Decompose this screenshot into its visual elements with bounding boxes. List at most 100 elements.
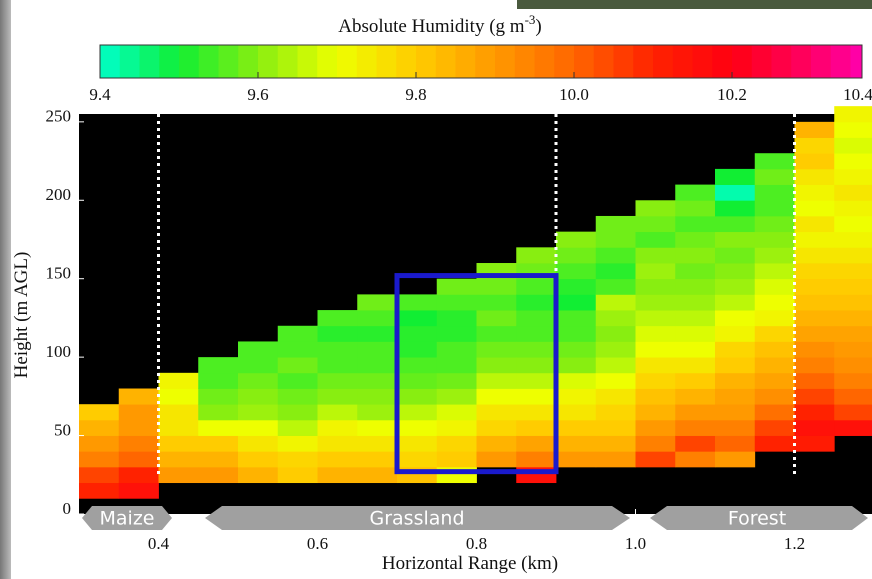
colorbar-step [179,45,200,78]
heatmap-cell [794,419,835,436]
heatmap-cell [595,215,636,233]
colorbar-step [475,45,496,78]
heatmap-cell [754,263,795,280]
heatmap-cell [198,466,239,484]
colorbar-step [356,45,377,78]
heatmap-cell [357,419,398,436]
heatmap-cell [635,357,676,374]
heatmap-cell [436,372,477,389]
heatmap-cell [397,357,438,374]
colorbar-step [791,45,812,78]
heatmap-cell [357,294,398,311]
heatmap-cell [357,451,398,468]
heatmap-cell [357,357,398,374]
heatmap-cell [436,341,477,358]
colorbar-tick-label: 10.0 [559,85,589,104]
photo-edge [517,0,872,9]
heatmap-cell [834,168,872,185]
heatmap-cell [277,451,318,468]
heatmap-cell [317,435,358,452]
heatmap-cell [794,263,835,280]
heatmap-cell [158,435,199,452]
heatmap-cell [476,357,517,374]
heatmap-cell [79,451,120,468]
heatmap-cell [476,435,517,452]
x-tick-label: 0.8 [466,534,487,553]
heatmap-cell [675,278,716,295]
heatmap-cell [635,388,676,405]
heatmap-cell [715,341,756,358]
heatmap-cell [397,310,438,327]
heatmap-cell [238,341,279,358]
colorbar-step [159,45,180,78]
heatmap-cell [198,451,239,468]
heatmap-cell [595,247,636,264]
heatmap-cell [635,215,676,233]
heatmap-cell [317,404,358,421]
heatmap-cell [754,231,795,248]
heatmap-cell [754,341,795,358]
colorbar-step [811,45,832,78]
heatmap-cell [635,231,676,248]
colorbar-step [376,45,397,78]
heatmap-cell [198,372,239,389]
heatmap-cell [516,357,557,374]
region-arrows: Maize Grassland Forest [82,506,868,530]
heatmap-cell [556,357,597,374]
colorbar-step [258,45,279,78]
heatmap-cell [834,278,872,295]
heatmap-cell [635,200,676,217]
heatmap-cell [715,200,756,217]
heatmap-cell [834,215,872,233]
heatmap-cell [794,341,835,358]
heatmap-cell [556,231,597,248]
heatmap-cell [238,357,279,374]
heatmap-cell [198,388,239,405]
heatmap-cell [794,247,835,264]
heatmap-cell [834,357,872,374]
heatmap-cell [436,435,477,452]
heatmap-cell [794,200,835,217]
heatmap-cell [436,278,477,295]
colorbar-step [771,45,792,78]
heatmap-cell [238,451,279,468]
heatmap-cell [675,310,716,327]
heatmap-cell [794,294,835,311]
colorbar-tick-label: 9.8 [405,85,426,104]
heatmap-cell [556,294,597,311]
colorbar-step [119,45,140,78]
x-axis-title: Horizontal Range (km) [382,553,558,574]
heatmap-cell [754,247,795,264]
heatmap-cell [754,153,795,170]
heatmap-cell [317,419,358,436]
heatmap-cell [476,310,517,327]
heatmap-cell [516,247,557,264]
heatmap-cell [635,372,676,389]
heatmap-cell [357,388,398,405]
y-tick-label: 150 [46,264,72,283]
heatmap-cell [397,325,438,342]
heatmap-cell [794,435,835,452]
heatmap-cell [556,451,597,468]
region-label: Maize [100,508,155,530]
heatmap-cell [675,341,716,358]
heatmap-cell [715,388,756,405]
heatmap-cell [277,435,318,452]
heatmap-cell [754,372,795,389]
heatmap-cell [834,247,872,264]
heatmap-cell [516,325,557,342]
heatmap-cell [516,341,557,358]
heatmap-cell [834,404,872,421]
heatmap-cell [238,388,279,405]
heatmap-cell [158,466,199,484]
heatmap-cell [556,325,597,342]
side-strip [0,0,11,579]
x-tick-label: 1.2 [784,534,805,553]
heatmap-cell [516,388,557,405]
heatmap-cell [675,325,716,342]
heatmap-cell [595,341,636,358]
heatmap-cell [277,388,318,405]
colorbar-step [455,45,476,78]
y-tick-label: 0 [63,499,72,518]
